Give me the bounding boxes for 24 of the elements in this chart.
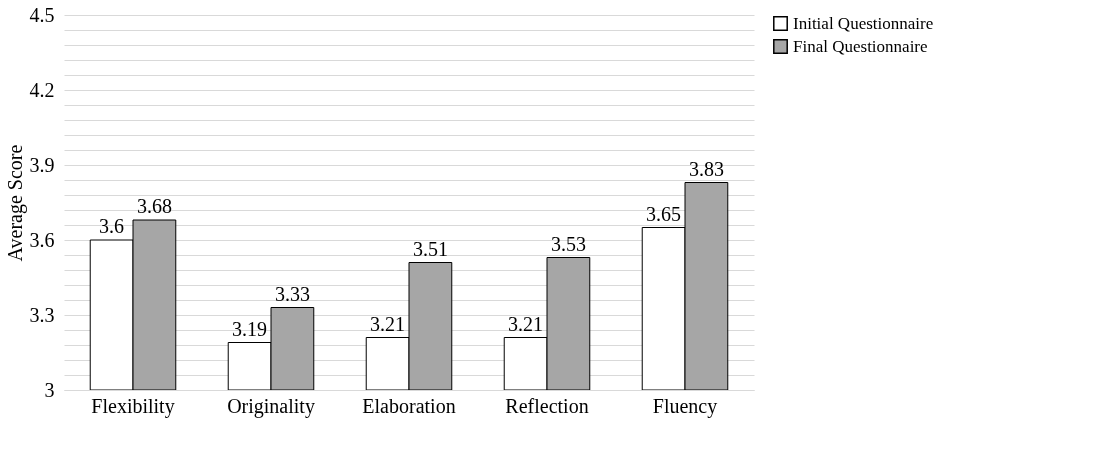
data-label: 3.19 xyxy=(232,317,268,340)
x-tick-label: Flexibility xyxy=(91,394,175,418)
y-tick-label: 3.3 xyxy=(29,303,55,326)
x-tick-label: Originality xyxy=(227,394,315,418)
x-tick-label: Fluency xyxy=(652,394,718,418)
y-tick-label: 4.2 xyxy=(29,78,55,101)
y-tick-label: 3.6 xyxy=(29,228,55,251)
y-tick-label: 3.9 xyxy=(29,153,55,176)
y-axis-title: Average Score xyxy=(3,144,27,262)
legend-label: Final Questionnaire xyxy=(793,36,928,56)
data-label: 3.53 xyxy=(550,232,586,255)
y-tick-label: 4.5 xyxy=(29,3,55,26)
x-tick-label: Elaboration xyxy=(362,394,456,417)
data-label: 3.21 xyxy=(370,312,406,335)
data-label: 3.51 xyxy=(412,237,448,260)
y-tick-label: 3 xyxy=(44,378,55,401)
data-label: 3.21 xyxy=(508,312,544,335)
x-tick-label: Reflection xyxy=(505,394,589,417)
data-label: 3.33 xyxy=(274,282,310,305)
data-label: 3.68 xyxy=(136,195,172,217)
data-label: 3.6 xyxy=(99,215,125,237)
data-label: 3.83 xyxy=(688,157,724,180)
legend-label: Initial Questionnaire xyxy=(793,13,934,33)
data-label: 3.65 xyxy=(646,202,682,225)
